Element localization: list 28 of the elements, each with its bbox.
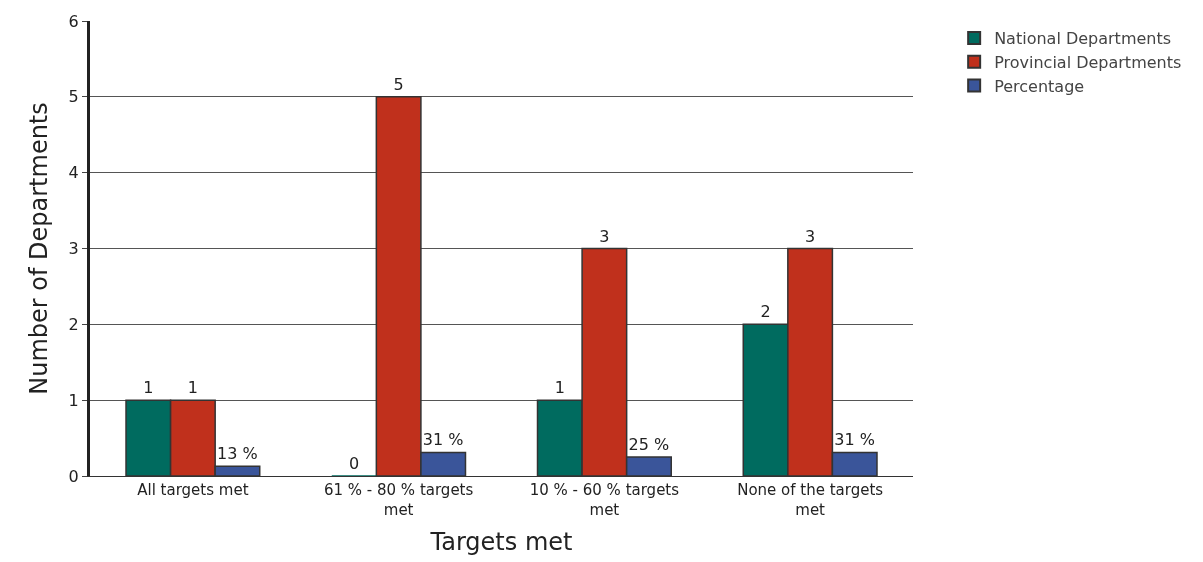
x-tick-label: All targets met — [137, 481, 249, 499]
x-axis-title: Targets met — [429, 527, 573, 556]
data-label: 3 — [805, 226, 816, 246]
legend-label: Provincial Departments — [994, 52, 1182, 72]
data-label: 3 — [599, 226, 610, 246]
data-label: 1 — [554, 378, 565, 398]
data-label: 0 — [348, 454, 360, 473]
y-tick-label: 6 — [68, 11, 79, 31]
y-tick-label: 1 — [68, 390, 79, 410]
data-label: 2 — [760, 302, 771, 322]
data-label: 31 % — [422, 430, 464, 450]
x-tick-label: None of the targets met — [737, 481, 884, 519]
data-label: 1 — [143, 378, 154, 398]
data-label: 13 % — [217, 444, 258, 464]
data-label: 31 % — [834, 430, 876, 450]
data-label: 1 — [187, 378, 198, 398]
data-label: 5 — [393, 74, 404, 94]
y-tick-label: 2 — [68, 314, 79, 334]
x-tick-label: 61 % - 80 % targets met — [323, 481, 474, 519]
data-label: 25 % — [628, 435, 670, 455]
y-axis-title: Number of Departments — [24, 102, 53, 395]
y-tick-label: 4 — [68, 163, 79, 183]
y-tick-label: 3 — [68, 239, 79, 259]
x-tick-label: 10 % - 60 % targets met — [529, 481, 680, 519]
legend-label: Percentage — [994, 76, 1085, 96]
y-tick-label: 5 — [68, 87, 79, 107]
legend-label: National Departments — [994, 29, 1172, 49]
y-tick-label: 0 — [68, 466, 79, 486]
